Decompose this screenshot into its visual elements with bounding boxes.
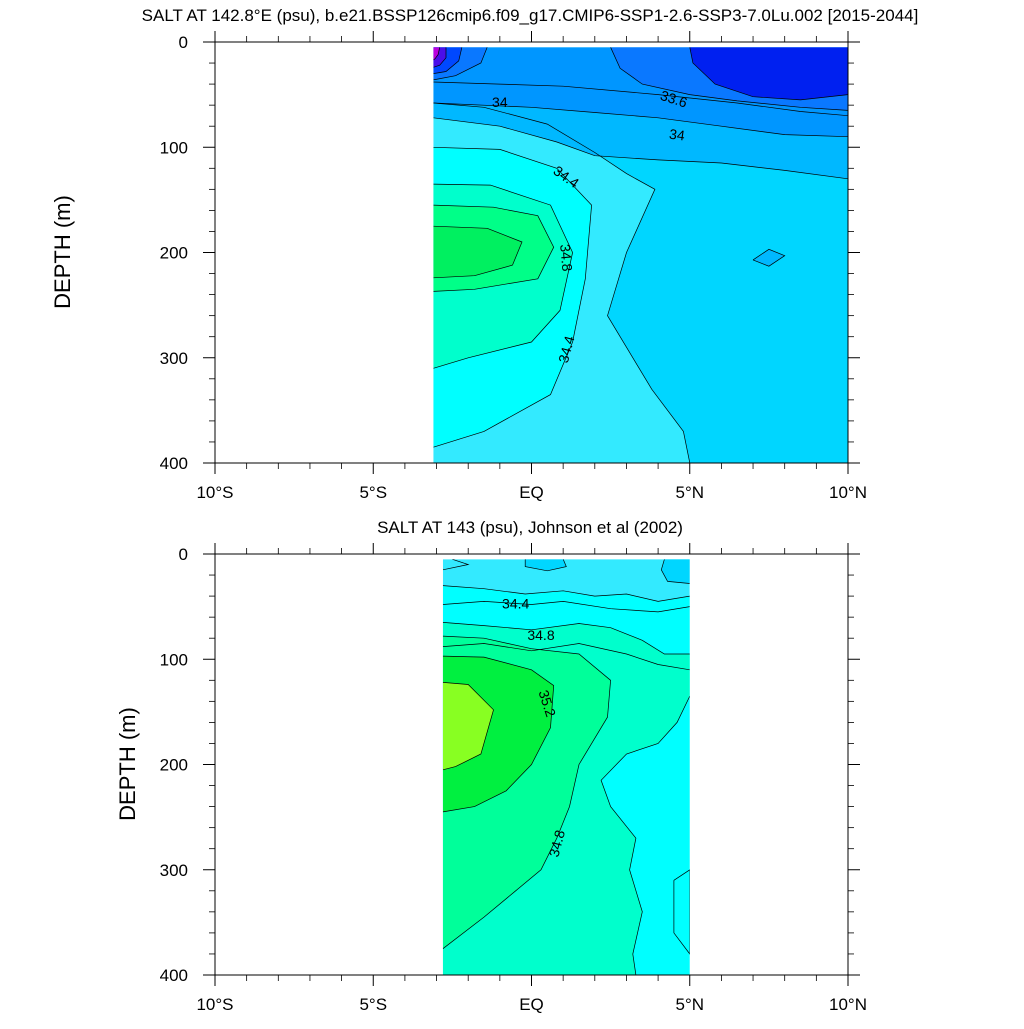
contour-line bbox=[442, 585, 690, 602]
contour-line bbox=[442, 601, 690, 613]
x-tick-label: 10°N bbox=[829, 995, 867, 1014]
contour-line bbox=[752, 248, 786, 267]
contour-line bbox=[433, 102, 848, 138]
contour-line bbox=[600, 695, 690, 975]
contour-line bbox=[442, 655, 555, 813]
contour-line bbox=[660, 559, 690, 584]
x-tick-label: EQ bbox=[519, 995, 544, 1014]
x-tick-label: 10°S bbox=[196, 995, 233, 1014]
contour-fill-35-4 bbox=[442, 682, 494, 770]
contour-line bbox=[433, 183, 573, 369]
contour-line bbox=[433, 81, 848, 117]
contour-fill-34-6 bbox=[673, 869, 690, 954]
y-axis-label: DEPTH (m) bbox=[50, 195, 75, 309]
contour-fill-34-2 bbox=[661, 559, 690, 584]
panel-model-salinity: SALT AT 142.8°E (psu), b.e21.BSSP126cmip… bbox=[50, 6, 918, 502]
contour-fill-35-2 bbox=[433, 226, 522, 278]
panel-title: SALT AT 142.8°E (psu), b.e21.BSSP126cmip… bbox=[142, 6, 919, 25]
x-tick-label: 10°N bbox=[829, 483, 867, 502]
contour-fill-33-6 bbox=[689, 47, 848, 100]
y-tick-label: 200 bbox=[160, 756, 188, 775]
contour-line bbox=[433, 102, 691, 463]
contour-line bbox=[433, 204, 555, 292]
contour-label: 34.4 bbox=[502, 595, 529, 611]
y-axis-label: DEPTH (m) bbox=[115, 707, 140, 821]
y-tick-label: 100 bbox=[160, 138, 188, 157]
contour-line bbox=[442, 643, 690, 671]
contour-plot-area: 34.434.835.234.810°S 5°S EQ 5°N 10°N01002003… bbox=[160, 543, 867, 1014]
contour-line bbox=[433, 47, 488, 81]
contour-line bbox=[433, 225, 523, 279]
contour-label: 34 bbox=[668, 126, 686, 144]
contour-line bbox=[610, 47, 848, 111]
contour-label: 34.8 bbox=[557, 243, 575, 272]
contour-fill-layer bbox=[433, 47, 848, 463]
x-tick-label: 5°N bbox=[675, 995, 704, 1014]
contour-line bbox=[673, 869, 690, 955]
contour-line bbox=[442, 559, 470, 571]
contour-line bbox=[524, 559, 567, 572]
contour-label: 34.8 bbox=[527, 627, 554, 643]
contour-line bbox=[433, 47, 463, 74]
contour-line bbox=[433, 47, 441, 61]
contour-line bbox=[442, 682, 494, 771]
panel-observed-salinity: SALT AT 143 (psu), Johnson et al (2002) … bbox=[115, 518, 867, 1014]
x-tick-label: EQ bbox=[519, 483, 544, 502]
contour-fill-33 bbox=[433, 47, 440, 60]
panel-title: SALT AT 143 (psu), Johnson et al (2002) bbox=[377, 518, 683, 537]
contour-fill-34-2 bbox=[753, 249, 785, 267]
contour-fill-34-2 bbox=[525, 559, 567, 571]
y-tick-label: 0 bbox=[179, 33, 188, 52]
contour-line bbox=[689, 47, 848, 101]
contour-label: 34 bbox=[492, 94, 508, 110]
contour-line bbox=[442, 635, 611, 949]
contour-fill-layer bbox=[442, 559, 690, 975]
contour-line bbox=[433, 47, 447, 68]
y-tick-label: 200 bbox=[160, 244, 188, 263]
y-tick-label: 300 bbox=[160, 861, 188, 880]
y-tick-label: 100 bbox=[160, 650, 188, 669]
x-tick-label: 5°S bbox=[359, 483, 387, 502]
y-tick-label: 0 bbox=[179, 545, 188, 564]
y-tick-label: 300 bbox=[160, 349, 188, 368]
y-tick-label: 400 bbox=[160, 966, 188, 985]
x-tick-label: 5°S bbox=[359, 995, 387, 1014]
contour-line bbox=[442, 622, 690, 655]
x-tick-label: 5°N bbox=[675, 483, 704, 502]
contour-label: 34.4 bbox=[555, 334, 578, 365]
contour-line bbox=[433, 146, 592, 448]
contour-line bbox=[433, 117, 848, 180]
contour-label: 34.8 bbox=[546, 828, 569, 859]
y-tick-label: 400 bbox=[160, 454, 188, 473]
x-tick-label: 10°S bbox=[196, 483, 233, 502]
